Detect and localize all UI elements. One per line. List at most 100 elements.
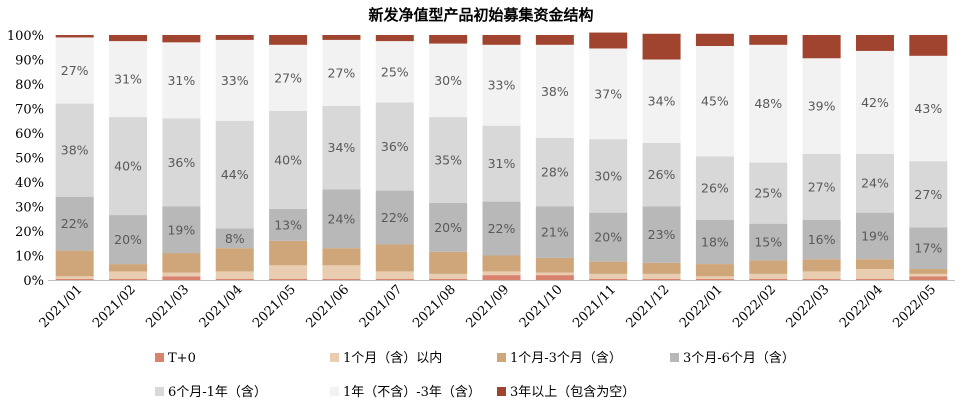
data-label: 33% bbox=[488, 78, 516, 93]
bar-segment bbox=[269, 110, 308, 209]
bar-segment bbox=[535, 272, 574, 276]
bar-segment bbox=[429, 35, 468, 44]
bar-segment bbox=[375, 102, 414, 191]
bar-segment bbox=[55, 250, 94, 277]
bar-segment bbox=[55, 35, 94, 38]
y-tick-label: 50% bbox=[15, 152, 44, 167]
legend-swatch bbox=[670, 353, 679, 362]
data-label: 31% bbox=[488, 156, 516, 171]
bar-segment bbox=[429, 202, 468, 252]
bar-segment bbox=[909, 35, 948, 56]
bar-segment bbox=[215, 120, 254, 229]
bar-segment bbox=[269, 265, 308, 279]
bar-segment bbox=[429, 278, 468, 280]
data-label: 31% bbox=[167, 73, 195, 88]
bar-segment bbox=[909, 55, 948, 162]
x-tick-label: 2021/02 bbox=[90, 282, 139, 331]
data-label: 36% bbox=[167, 155, 195, 170]
bar-segment bbox=[589, 139, 628, 213]
bar-segment bbox=[535, 44, 574, 138]
bar-segment bbox=[375, 244, 414, 272]
bar-segment bbox=[589, 32, 628, 49]
x-tick-label: 2021/09 bbox=[464, 282, 513, 331]
bar-segment bbox=[109, 278, 148, 280]
bar-segment bbox=[802, 219, 841, 260]
bar-segment bbox=[855, 259, 894, 269]
bar-segment bbox=[55, 196, 94, 251]
data-label: 19% bbox=[861, 228, 889, 243]
bar-segment bbox=[802, 271, 841, 279]
data-label: 33% bbox=[221, 73, 249, 88]
bar-segment bbox=[322, 106, 361, 190]
bar-segment bbox=[215, 35, 254, 40]
bar-segment bbox=[109, 271, 148, 279]
bar-segment bbox=[269, 240, 308, 266]
bar-segment bbox=[375, 35, 414, 42]
data-label: 24% bbox=[861, 176, 889, 191]
bar-segment bbox=[109, 35, 148, 42]
bar-segment bbox=[482, 275, 521, 280]
data-label: 34% bbox=[648, 94, 676, 109]
bar-segment bbox=[482, 201, 521, 256]
bar-segment bbox=[55, 276, 94, 279]
bar-segment bbox=[749, 260, 788, 274]
legend-swatch bbox=[497, 353, 506, 362]
data-label: 40% bbox=[274, 152, 302, 167]
data-label: 34% bbox=[328, 140, 356, 155]
x-tick-label: 2022/04 bbox=[837, 282, 886, 331]
legend-swatch bbox=[330, 353, 339, 362]
bar-segment bbox=[215, 278, 254, 280]
bar-segment bbox=[749, 273, 788, 279]
bar-segment bbox=[855, 278, 894, 280]
bar-segment bbox=[909, 161, 948, 228]
data-label: 48% bbox=[754, 96, 782, 111]
bar-segment bbox=[322, 35, 361, 40]
bar-segment bbox=[162, 276, 201, 280]
bar-segment bbox=[375, 190, 414, 245]
data-label: 37% bbox=[594, 86, 622, 101]
data-label: 20% bbox=[594, 230, 622, 245]
data-label: 27% bbox=[914, 187, 942, 202]
bar-segment bbox=[642, 273, 681, 279]
data-label: 20% bbox=[114, 232, 142, 247]
bar-segment bbox=[589, 261, 628, 274]
x-tick-label: 2021/07 bbox=[357, 282, 406, 331]
bar-segment bbox=[855, 212, 894, 260]
y-axis: 0% 10% 20% 30% 40% 50% 60% 70% 80% 90% 100% bbox=[7, 29, 44, 289]
bar-segment bbox=[642, 278, 681, 280]
data-label: 43% bbox=[914, 101, 942, 116]
data-label: 15% bbox=[754, 235, 782, 250]
data-label: 24% bbox=[328, 211, 356, 226]
data-label: 27% bbox=[61, 63, 89, 78]
data-label: 30% bbox=[434, 73, 462, 88]
legend-label: 1个月（含）以内 bbox=[343, 350, 442, 366]
legend-label: 3年以上（包含为空） bbox=[510, 384, 635, 400]
bar-segment bbox=[909, 268, 948, 274]
legend-label: 6个月-1年（含） bbox=[168, 384, 267, 400]
data-label: 22% bbox=[488, 221, 516, 236]
legend-label: 3个月-6个月（含） bbox=[683, 350, 795, 366]
bar-segment bbox=[162, 118, 201, 207]
bar-segment bbox=[215, 271, 254, 279]
data-label: 26% bbox=[701, 181, 729, 196]
bar-segment bbox=[322, 39, 361, 107]
x-tick-label: 2021/12 bbox=[624, 282, 673, 331]
bar-segment bbox=[535, 137, 574, 207]
bar-segment bbox=[162, 272, 201, 277]
bar-segment bbox=[695, 46, 734, 157]
bar-segment bbox=[429, 117, 468, 203]
bar-segment bbox=[749, 223, 788, 261]
x-tick-label: 2021/01 bbox=[37, 282, 86, 331]
y-tick-label: 40% bbox=[15, 176, 44, 191]
x-tick-label: 2021/06 bbox=[303, 282, 352, 331]
data-label: 36% bbox=[381, 139, 409, 154]
x-axis: 2021/01 2021/02 2021/03 2021/04 2021/05 2021/… bbox=[37, 280, 955, 331]
legend-swatch bbox=[497, 387, 506, 396]
data-label: 40% bbox=[114, 159, 142, 174]
data-label: 20% bbox=[434, 220, 462, 235]
bar-segment bbox=[695, 33, 734, 47]
data-label: 27% bbox=[808, 179, 836, 194]
data-labels: 22% 20% 19% 8% 13% 24% 22% 20% 22% 21% 20% 23% 18% 15… bbox=[61, 63, 943, 256]
bar-segment bbox=[855, 50, 894, 154]
